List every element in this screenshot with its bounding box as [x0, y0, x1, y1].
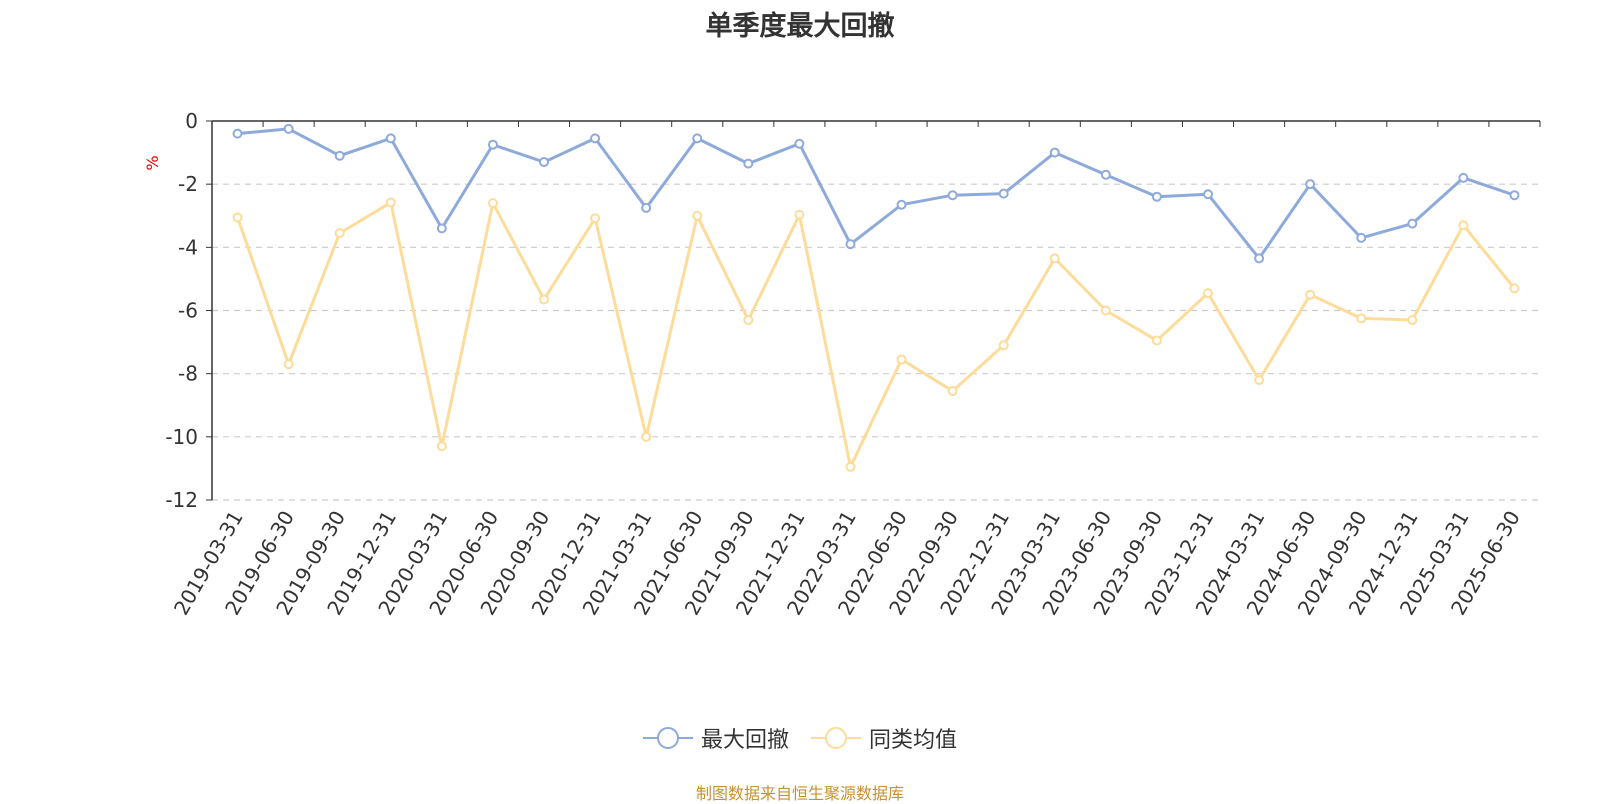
data-point [998, 188, 1009, 199]
data-point [743, 158, 754, 169]
chart-title: 单季度最大回撤 [705, 11, 895, 42]
data-point [1203, 189, 1213, 200]
line-chart: 0-2-4-6-8-10-12%2019-03-312019-06-302019… [143, 109, 1541, 619]
data-point [743, 314, 754, 325]
data-point [1509, 283, 1520, 294]
data-point [334, 228, 345, 239]
data-point [1049, 147, 1060, 158]
data-point [794, 209, 805, 220]
data-point [845, 461, 856, 472]
y-tick-label: -8 [178, 362, 198, 386]
data-point [1151, 335, 1162, 346]
y-tick-label: -10 [165, 425, 198, 449]
legend-item-1[interactable]: 同类均值 [811, 722, 957, 754]
data-point [1356, 313, 1367, 324]
data-point [1305, 289, 1316, 300]
data-point [1151, 191, 1162, 202]
legend-item-0[interactable]: 最大回撤 [642, 722, 789, 754]
data-point [1254, 253, 1265, 264]
data-point [487, 139, 498, 150]
data-point [1356, 232, 1367, 243]
legend-label: 最大回撤 [700, 728, 789, 753]
data-point [283, 359, 294, 370]
y-tick-label: -12 [165, 488, 198, 512]
data-point [283, 123, 294, 134]
data-point [539, 294, 549, 305]
data-point [1100, 305, 1111, 316]
data-point [539, 157, 549, 168]
data-point [1203, 288, 1213, 299]
legend: 最大回撤 同类均值 [0, 722, 1600, 754]
legend-line-circle-icon [811, 727, 861, 749]
data-point [436, 441, 447, 452]
data-point [1049, 253, 1060, 264]
data-point [1509, 190, 1520, 201]
data-point [436, 223, 447, 234]
data-point [947, 386, 958, 397]
y-tick-label: 0 [185, 109, 198, 133]
data-point [947, 190, 958, 201]
y-tick-label: -4 [178, 235, 198, 259]
data-point [1458, 172, 1469, 183]
data-point [641, 202, 652, 213]
series-line-0 [237, 127, 1515, 260]
data-point [1407, 314, 1418, 325]
data-point [1407, 218, 1418, 229]
data-point [692, 210, 703, 221]
data-point [590, 213, 601, 224]
source-note: 制图数据来自恒生聚源数据库 [695, 784, 904, 803]
data-point [385, 133, 396, 144]
y-axis-label: % [143, 155, 162, 170]
data-point [1254, 374, 1265, 385]
data-point [1100, 169, 1111, 180]
legend-line-circle-icon [642, 727, 693, 749]
data-point [845, 239, 856, 250]
y-tick-label: -6 [178, 299, 198, 323]
data-point [487, 198, 498, 209]
data-point [232, 128, 243, 139]
series-line-1 [236, 201, 1516, 469]
data-point [641, 431, 652, 442]
data-point [998, 340, 1009, 351]
legend-label: 同类均值 [869, 728, 958, 753]
data-point [896, 199, 907, 210]
data-point [1458, 220, 1469, 231]
data-point [334, 150, 345, 161]
data-point [385, 197, 396, 208]
data-point [794, 138, 805, 149]
data-point [1305, 179, 1316, 190]
data-point [692, 133, 703, 144]
data-point [232, 212, 243, 223]
y-tick-label: -2 [178, 172, 198, 196]
data-point [896, 354, 907, 365]
data-point [590, 133, 601, 144]
